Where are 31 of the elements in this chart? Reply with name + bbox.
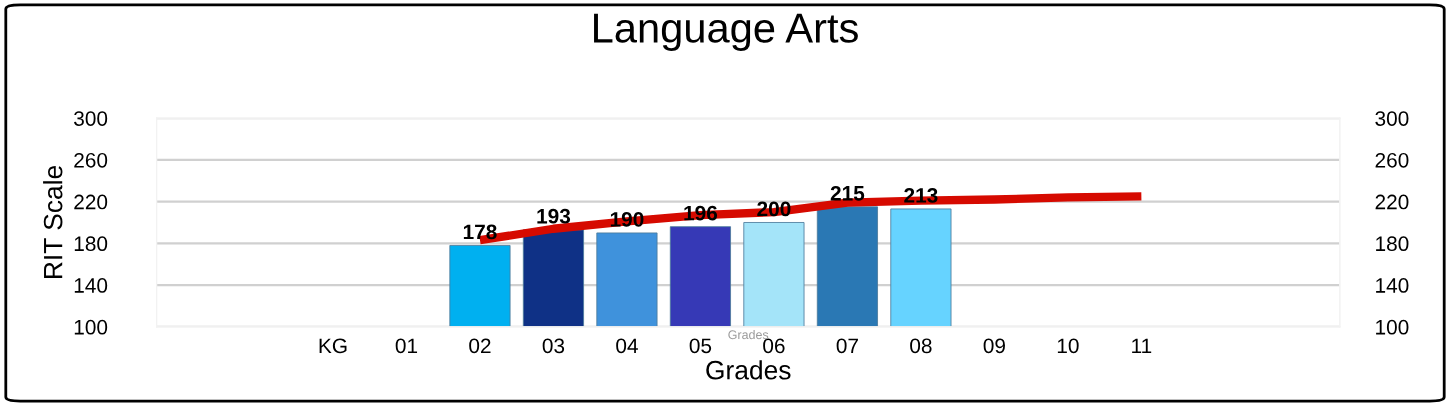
text: Grades [728, 329, 769, 340]
x-tick-label: 06 [763, 338, 785, 354]
y-tick-label: 220 [74, 194, 108, 210]
y2-tick-label: 180 [1376, 236, 1409, 252]
x-tick-label: 05 [689, 338, 712, 354]
y2-tick-label: 220 [1375, 194, 1409, 210]
x-tick-label: 09 [983, 338, 1005, 354]
x-tick-label: 10 [1057, 338, 1079, 354]
x-tick-label: 03 [542, 338, 565, 354]
y2-tick-label: 300 [1375, 111, 1409, 126]
text: 178 [463, 224, 497, 240]
x-tick-label: 11 [1132, 338, 1152, 354]
y-tick-label: 260 [74, 152, 108, 168]
x-axis-title: Grades [706, 360, 791, 380]
x-tick-label: KG [319, 338, 347, 354]
chart-title: Language Arts [594, 13, 858, 52]
y-tick-label: 100 [74, 319, 108, 335]
x-tick-label: 07 [836, 338, 858, 354]
y-tick-label: 180 [74, 236, 108, 252]
y2-tick-label: 140 [1376, 278, 1409, 293]
x-tick-label: 04 [616, 338, 638, 354]
x-tick-label: 02 [469, 338, 491, 354]
text: 215 [830, 185, 865, 201]
text: 193 [537, 208, 571, 224]
y2-tick-label: 100 [1376, 319, 1409, 335]
x-tick-label: 08 [910, 338, 932, 354]
y-tick-label: 300 [74, 111, 108, 126]
y-axis-title: RIT Scale [43, 165, 63, 279]
x-tick-label: 01 [395, 338, 418, 354]
y2-tick-label: 260 [1375, 152, 1409, 168]
y-tick-label: 140 [74, 278, 108, 293]
